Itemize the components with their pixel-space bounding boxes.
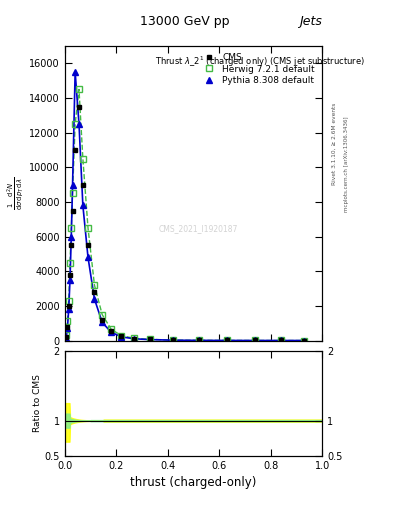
Herwig 7.2.1 default	[68, 260, 72, 266]
CMS	[196, 337, 201, 344]
Herwig 7.2.1 default	[147, 336, 152, 343]
Pythia 8.308 default	[86, 254, 90, 261]
Pythia 8.308 default	[92, 296, 97, 302]
Pythia 8.308 default	[225, 337, 230, 344]
CMS	[109, 328, 114, 334]
Herwig 7.2.1 default	[119, 333, 124, 339]
Herwig 7.2.1 default	[65, 318, 70, 325]
Pythia 8.308 default	[132, 336, 137, 342]
Pythia 8.308 default	[100, 319, 105, 326]
CMS	[65, 324, 70, 330]
Y-axis label: Ratio to CMS: Ratio to CMS	[33, 374, 42, 432]
CMS	[225, 337, 230, 344]
CMS	[86, 242, 90, 248]
Y-axis label: $\frac{1}{\mathrm{d}\sigma}\frac{\mathrm{d}^2 N}{\mathrm{d}p_T\,\mathrm{d}\lambd: $\frac{1}{\mathrm{d}\sigma}\frac{\mathrm…	[6, 177, 26, 210]
Herwig 7.2.1 default	[225, 337, 230, 344]
CMS	[279, 337, 283, 344]
CMS	[77, 103, 81, 110]
CMS	[81, 182, 85, 188]
CMS	[253, 337, 258, 344]
Pythia 8.308 default	[70, 182, 75, 188]
CMS	[70, 207, 75, 214]
CMS	[66, 303, 71, 309]
CMS	[132, 335, 137, 342]
Pythia 8.308 default	[253, 337, 258, 344]
Pythia 8.308 default	[65, 325, 70, 331]
Herwig 7.2.1 default	[69, 225, 73, 231]
Pythia 8.308 default	[109, 329, 114, 335]
Herwig 7.2.1 default	[109, 326, 114, 332]
CMS	[147, 336, 152, 343]
Line: CMS: CMS	[64, 104, 307, 343]
Pythia 8.308 default	[119, 334, 124, 340]
Line: Herwig 7.2.1 default: Herwig 7.2.1 default	[63, 86, 307, 344]
Herwig 7.2.1 default	[100, 311, 105, 317]
X-axis label: thrust (charged-only): thrust (charged-only)	[130, 476, 257, 489]
Pythia 8.308 default	[68, 277, 72, 283]
Text: Jets: Jets	[299, 15, 322, 28]
Pythia 8.308 default	[69, 233, 73, 240]
Pythia 8.308 default	[171, 337, 175, 343]
Pythia 8.308 default	[73, 69, 77, 75]
Pythia 8.308 default	[64, 335, 68, 341]
Text: CMS_2021_I1920187: CMS_2021_I1920187	[159, 224, 239, 233]
Pythia 8.308 default	[81, 202, 85, 208]
Pythia 8.308 default	[77, 121, 81, 127]
Pythia 8.308 default	[279, 337, 283, 344]
Herwig 7.2.1 default	[196, 337, 201, 344]
Herwig 7.2.1 default	[279, 337, 283, 344]
Herwig 7.2.1 default	[86, 225, 90, 231]
Herwig 7.2.1 default	[64, 332, 68, 338]
Pythia 8.308 default	[196, 337, 201, 344]
CMS	[69, 242, 73, 248]
CMS	[302, 337, 307, 344]
Herwig 7.2.1 default	[92, 282, 97, 288]
Herwig 7.2.1 default	[171, 337, 175, 343]
Pythia 8.308 default	[66, 306, 71, 312]
CMS	[68, 272, 72, 278]
Herwig 7.2.1 default	[81, 156, 85, 162]
Text: Thrust $\lambda\_2^1$ (charged only) (CMS jet substructure): Thrust $\lambda\_2^1$ (charged only) (CM…	[155, 55, 365, 69]
Text: Rivet 3.1.10, ≥ 2.6M events: Rivet 3.1.10, ≥ 2.6M events	[332, 102, 337, 184]
CMS	[73, 147, 77, 153]
Herwig 7.2.1 default	[302, 337, 307, 344]
Herwig 7.2.1 default	[73, 121, 77, 127]
CMS	[171, 337, 175, 343]
Pythia 8.308 default	[147, 336, 152, 343]
Text: mcplots.cern.ch [arXiv:1306.3436]: mcplots.cern.ch [arXiv:1306.3436]	[344, 116, 349, 211]
Legend: CMS, Herwig 7.2.1 default, Pythia 8.308 default: CMS, Herwig 7.2.1 default, Pythia 8.308 …	[196, 51, 318, 88]
CMS	[64, 334, 68, 340]
Herwig 7.2.1 default	[70, 190, 75, 197]
Herwig 7.2.1 default	[253, 337, 258, 344]
Line: Pythia 8.308 default: Pythia 8.308 default	[63, 69, 307, 343]
Herwig 7.2.1 default	[66, 297, 71, 304]
Herwig 7.2.1 default	[77, 87, 81, 93]
CMS	[100, 317, 105, 323]
CMS	[92, 289, 97, 295]
Text: 13000 GeV pp: 13000 GeV pp	[140, 15, 230, 28]
Herwig 7.2.1 default	[132, 335, 137, 342]
Pythia 8.308 default	[302, 337, 307, 344]
CMS	[119, 333, 124, 339]
